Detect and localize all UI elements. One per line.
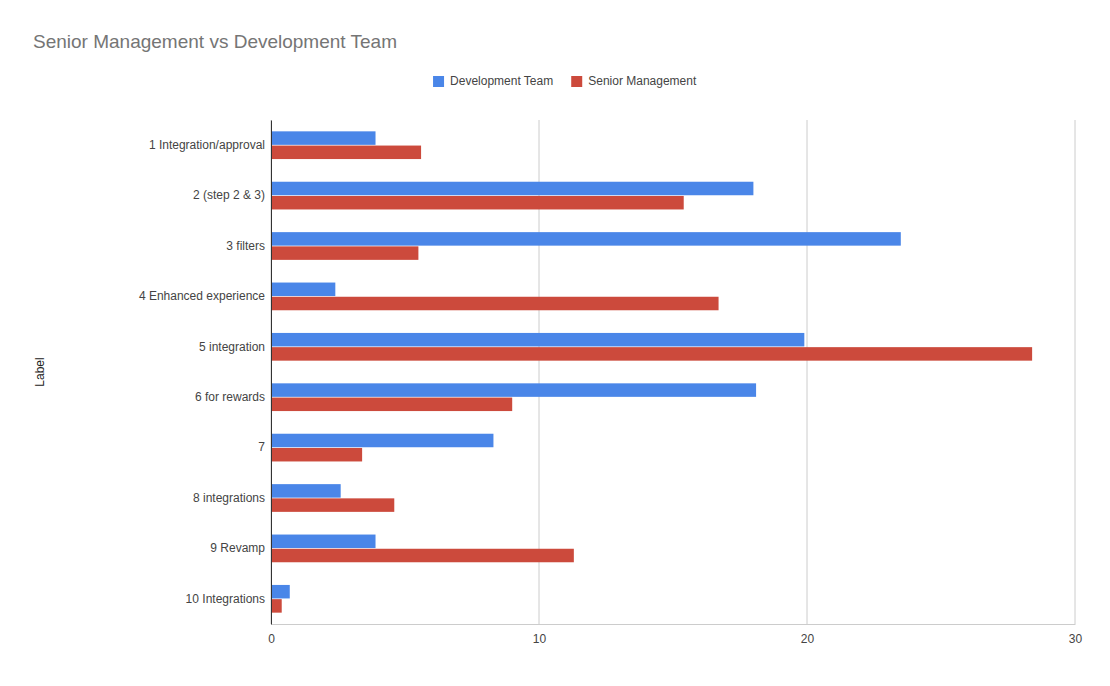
legend: Development Team Senior Management [433, 74, 697, 88]
bar [271, 182, 753, 196]
bar [271, 398, 512, 412]
y-tick-label: 10 Integrations [186, 592, 265, 606]
x-tick-label: 0 [268, 632, 275, 646]
y-tick-label: 8 integrations [193, 491, 265, 505]
bar [271, 585, 290, 599]
x-tick: 0 [268, 624, 275, 646]
x-axis-line [272, 624, 1076, 625]
x-axis: 0 10 20 30 [268, 624, 1082, 646]
grid [271, 120, 1075, 624]
series [271, 146, 1032, 613]
title: Senior Management vs Development Team [33, 31, 397, 52]
x-tick: 10 [533, 624, 547, 646]
y-tick-label: 7 [258, 440, 265, 454]
bar [271, 484, 341, 498]
bar [271, 434, 493, 448]
bar [271, 383, 756, 397]
y-axis: 1 Integration/approval 2 (step 2 & 3) 3 fi… [139, 121, 272, 625]
y-tick-label: 5 integration [199, 340, 265, 354]
y-tick-label: 6 for rewards [195, 390, 265, 404]
chart: Senior Management vs Development Team 0 10… [0, 0, 1110, 686]
bar [271, 232, 901, 246]
y-tick-label: 4 Enhanced experience [139, 289, 265, 303]
y-tick: 7 [258, 440, 271, 454]
y-tick: 6 for rewards [195, 390, 271, 404]
grid-line [1075, 120, 1076, 624]
bar [271, 549, 574, 563]
legend-swatch [571, 76, 582, 87]
legend-label: Senior Management [588, 74, 697, 88]
y-tick: 9 Revamp [210, 541, 271, 555]
y-tick-label: 3 filters [226, 239, 265, 253]
bar [271, 196, 684, 210]
x-tick: 30 [1069, 624, 1083, 646]
y-tick: 10 Integrations [186, 592, 271, 606]
y-tick-label: 2 (step 2 & 3) [193, 188, 265, 202]
grid-line [539, 120, 540, 624]
y-tick-label: 1 Integration/approval [149, 138, 265, 152]
y-axis-line [271, 121, 272, 625]
bar [271, 283, 335, 297]
bar [271, 131, 376, 145]
bar [271, 448, 362, 462]
bar [271, 297, 719, 311]
bars [271, 131, 1032, 612]
series [271, 131, 901, 598]
plot: 0 10 20 30 1 Integration/approval 2 (step 2 &… [139, 120, 1083, 646]
bar [271, 498, 394, 512]
y-tick: 4 Enhanced experience [139, 289, 271, 303]
bar [271, 535, 376, 549]
bar [271, 146, 421, 160]
y-tick: 1 Integration/approval [149, 138, 271, 152]
x-tick-label: 30 [1069, 632, 1083, 646]
y-tick: 5 integration [199, 340, 271, 354]
bar [271, 333, 804, 347]
bar [271, 599, 282, 613]
x-tick-label: 20 [801, 632, 815, 646]
x-tick-label: 10 [533, 632, 547, 646]
bar [271, 246, 418, 260]
legend-label: Development Team [450, 74, 553, 88]
grid-line [271, 120, 272, 624]
legend-item: Senior Management [571, 74, 697, 88]
grid-line [807, 120, 808, 624]
x-tick: 20 [801, 624, 815, 646]
y-tick: 2 (step 2 & 3) [193, 188, 271, 202]
y-tick: 3 filters [226, 239, 271, 253]
y-tick-label: 9 Revamp [210, 541, 265, 555]
legend-swatch [433, 76, 444, 87]
bar [271, 347, 1032, 361]
legend-item: Development Team [433, 74, 553, 88]
y-axis-title: Label [33, 357, 47, 386]
y-tick: 8 integrations [193, 491, 271, 505]
